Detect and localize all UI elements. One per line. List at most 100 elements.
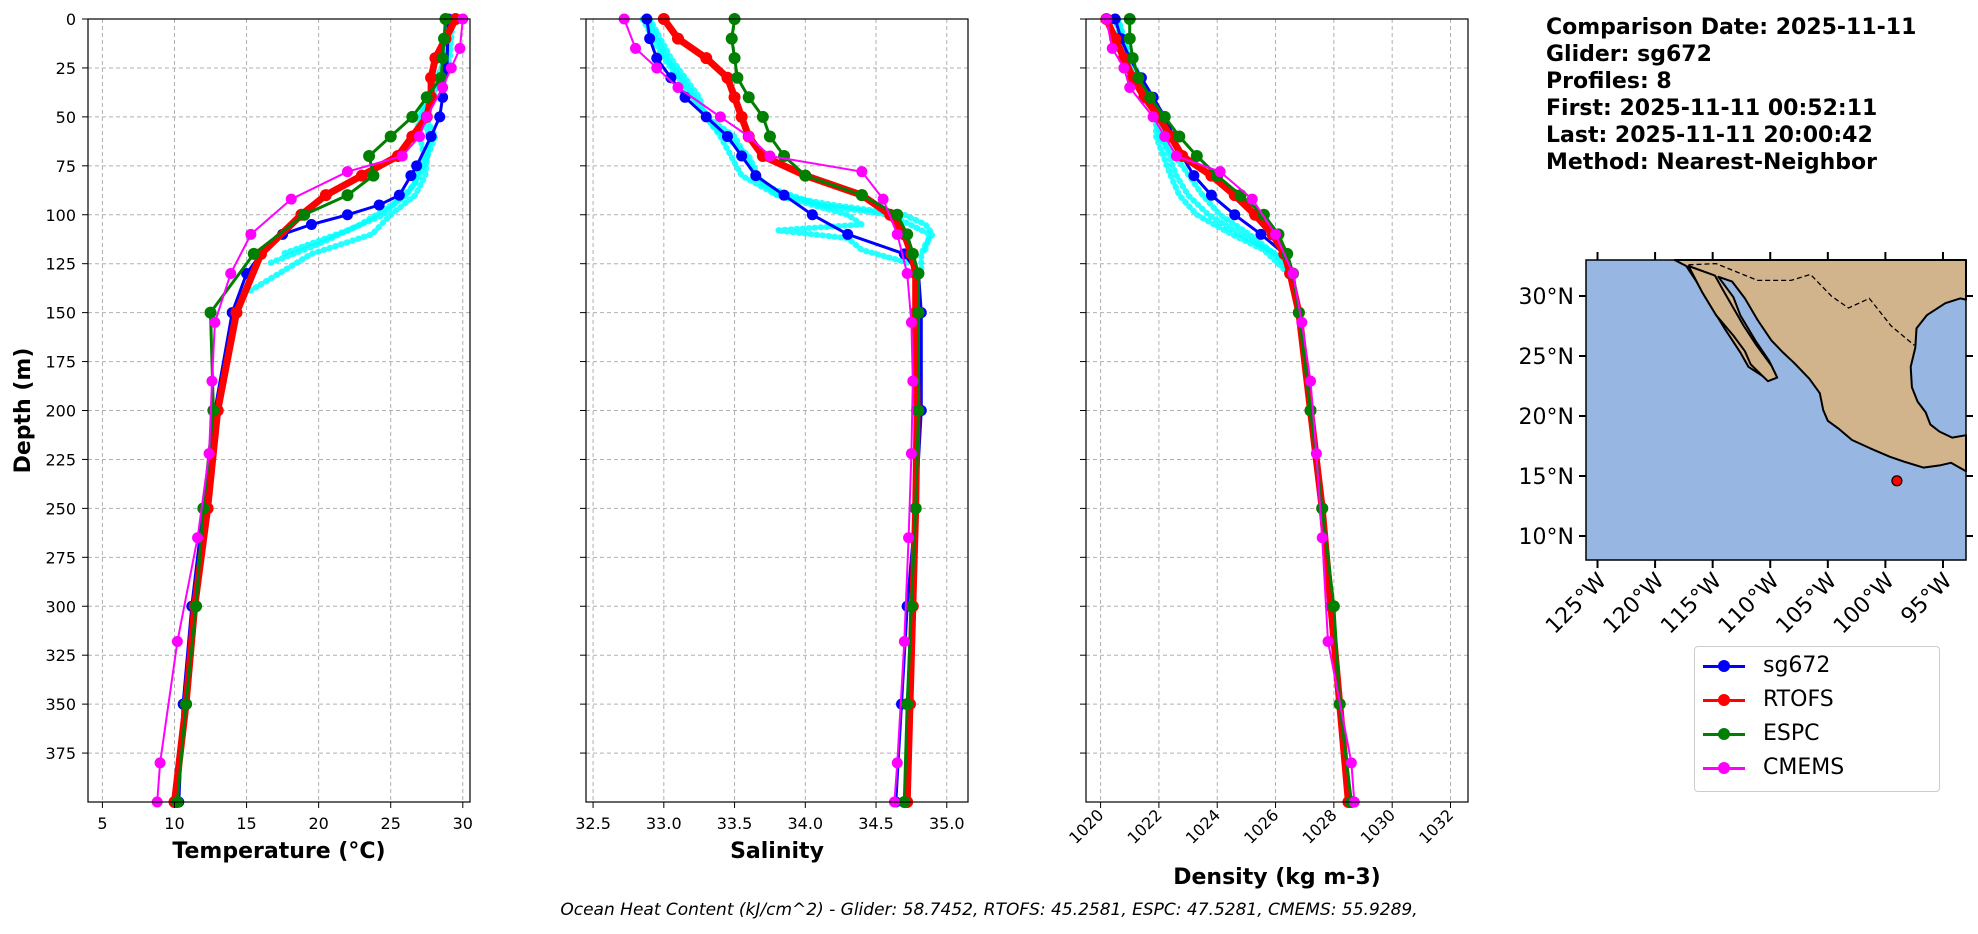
series-marker-sg672 (700, 111, 712, 123)
series-marker-cmems (206, 375, 218, 387)
series-marker-cmems (898, 635, 910, 647)
info-panel: Comparison Date: 2025-11-11 Glider: sg67… (1546, 14, 1916, 176)
series-marker-sg672 (305, 219, 317, 231)
x-tick-label: 33.5 (717, 814, 753, 833)
legend-marker-espc (1718, 728, 1730, 740)
series-marker-rtofs (728, 91, 741, 104)
series-marker-cmems (437, 82, 449, 94)
series-marker-sg672 (721, 130, 733, 142)
series-marker-cmems (1287, 267, 1299, 279)
y-tick-label: 350 (45, 695, 76, 714)
series-marker-espc (1316, 502, 1329, 515)
y-tick-label: 125 (45, 255, 76, 274)
x-tick-label: 5 (97, 814, 107, 833)
series-marker-espc (384, 130, 397, 143)
series-marker-sg672 (1205, 189, 1217, 201)
y-tick-label: 100 (45, 206, 76, 225)
ocean-heat-content-footer: Ocean Heat Content (kJ/cm^2) - Glider: 5… (560, 900, 1418, 920)
chart-density: 1020 1022 1024 1026 1028 1030 1032 Density (kg … (1065, 13, 1469, 890)
series-marker-sg672 (411, 160, 423, 172)
series-marker-cmems (445, 62, 457, 74)
series-marker-cmems (285, 193, 297, 205)
x-tick-label: 32.5 (575, 814, 611, 833)
series-marker-cmems (907, 375, 919, 387)
x-tick-label: 1030 (1357, 805, 1399, 847)
y-tick-label: 150 (45, 304, 76, 323)
y-tick-label: 275 (45, 548, 76, 567)
series-marker-espc (912, 404, 925, 417)
series-marker-espc (367, 169, 380, 182)
legend-marker-cmems (1718, 762, 1730, 774)
x-tick-label: 1020 (1065, 805, 1107, 847)
series-marker-espc (406, 110, 419, 123)
series-marker-sg672 (1188, 170, 1200, 182)
series-marker-rtofs (671, 32, 684, 45)
chart-salinity: 32.5 33.0 33.5 34.0 34.5 35.0 Salinity (575, 13, 969, 864)
map-lat-label: 30°N (1519, 285, 1574, 310)
series-marker-cmems (171, 635, 183, 647)
series-marker-cmems (651, 62, 663, 74)
series-marker-rtofs (735, 110, 748, 123)
series-marker-cmems (856, 166, 868, 178)
series-marker-espc (742, 91, 755, 104)
x-tick-label: 10 (164, 814, 184, 833)
x-axis-label: Salinity (730, 839, 824, 864)
series-marker-espc (435, 71, 448, 84)
series-marker-espc (906, 247, 919, 260)
legend-marker-sg672 (1718, 660, 1730, 672)
glider-raw-profile (243, 16, 452, 296)
series-marker-cmems (905, 316, 917, 328)
x-tick-label: 33.0 (646, 814, 682, 833)
series-marker-espc (731, 71, 744, 84)
glider-name: Glider: sg672 (1546, 42, 1712, 67)
series-marker-sg672 (1255, 228, 1267, 240)
chart-temperature: 5 10 15 20 25 3002550751001251501752002252502… (11, 10, 473, 864)
series-marker-espc (912, 267, 925, 280)
series-marker-rtofs (700, 52, 713, 65)
series-marker-cmems (1124, 82, 1136, 94)
series-marker-rtofs (355, 169, 368, 182)
series-marker-espc (204, 306, 217, 319)
series-marker-cmems (891, 757, 903, 769)
series-marker-espc (180, 698, 193, 711)
x-axis-label: Temperature (°C) (172, 839, 385, 864)
series-marker-espc (1123, 32, 1136, 45)
series-marker-cmems (630, 42, 642, 54)
map-lat-label: 10°N (1519, 525, 1574, 550)
series-marker-cmems (672, 82, 684, 94)
glider-location-marker (1891, 475, 1903, 487)
x-tick-label: 1032 (1415, 805, 1457, 847)
x-tick-label: 1026 (1240, 805, 1282, 847)
series-marker-cmems (903, 532, 915, 544)
legend-label-sg672: sg672 (1763, 653, 1831, 678)
series-marker-espc (763, 130, 776, 143)
series-marker-cmems (396, 150, 408, 162)
series-marker-cmems (1322, 635, 1334, 647)
legend-label-espc: ESPC (1763, 721, 1820, 746)
y-tick-label: 375 (45, 744, 76, 763)
series-marker-cmems (245, 228, 257, 240)
x-tick-label: 1022 (1124, 805, 1166, 847)
series-marker-cmems (1246, 193, 1258, 205)
series-marker-espc (799, 169, 812, 182)
series-marker-espc (436, 52, 449, 65)
series-marker-sg672 (434, 111, 446, 123)
y-tick-label: 300 (45, 597, 76, 616)
legend-item-espc: ESPC (1695, 719, 1939, 749)
land-baja-california (1687, 265, 1779, 383)
series-marker-espc (438, 32, 451, 45)
series-marker-espc (1327, 600, 1340, 613)
series-marker-cmems (1118, 62, 1130, 74)
y-tick-label: 50 (56, 108, 76, 127)
series-marker-espc (1292, 306, 1305, 319)
series-marker-sg672 (405, 170, 417, 182)
glider-raw-profile (279, 16, 453, 257)
series-marker-espc (725, 32, 738, 45)
series-marker-cmems (905, 448, 917, 460)
y-tick-label: 0 (66, 10, 76, 29)
series-marker-cmems (1305, 375, 1317, 387)
series-marker-espc (1132, 71, 1145, 84)
series-marker-rtofs (319, 189, 332, 202)
series-marker-espc (1234, 189, 1247, 202)
series-marker-cmems (1170, 150, 1182, 162)
